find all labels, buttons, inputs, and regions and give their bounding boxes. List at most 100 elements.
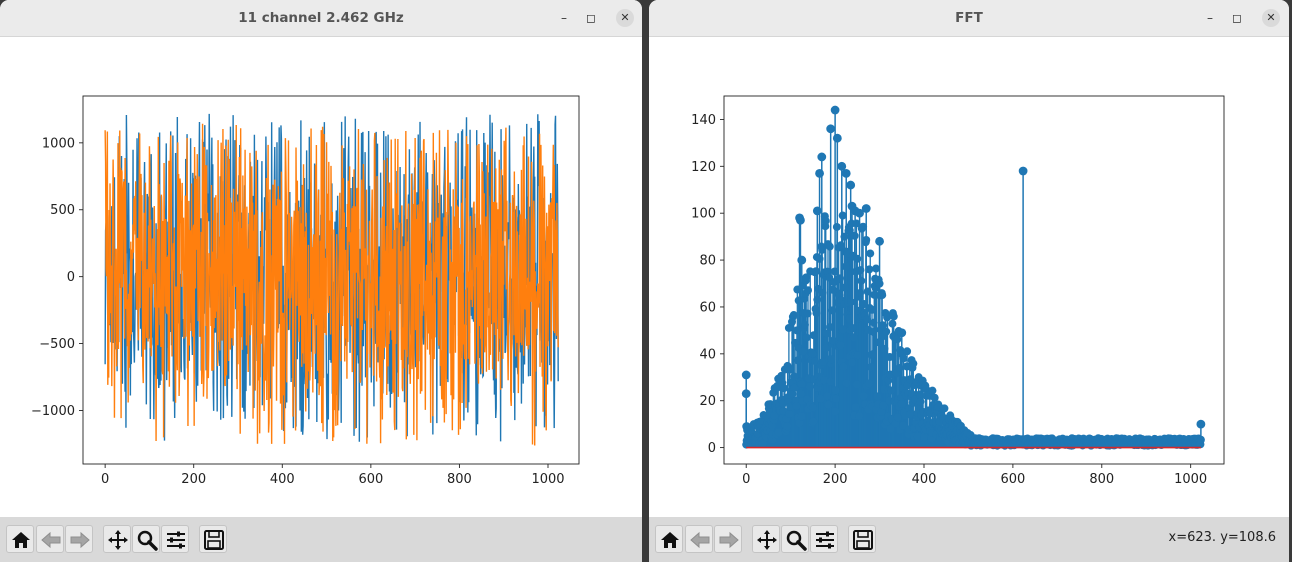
- stem-marker: [816, 394, 825, 403]
- peak-marker: [797, 255, 807, 265]
- pan-icon: [757, 530, 777, 550]
- forward-arrow-button[interactable]: [714, 525, 742, 553]
- stem-marker: [859, 392, 868, 401]
- stem-marker: [852, 380, 861, 389]
- stem-marker: [800, 320, 809, 329]
- stem-marker: [812, 309, 821, 318]
- stem-marker: [899, 354, 908, 363]
- stem-marker: [880, 344, 889, 353]
- time-signal-chart[interactable]: 0 200 400 600 800 1000 −1000 −500 0 500 1000: [0, 37, 642, 517]
- stem-marker: [790, 372, 799, 381]
- stem-marker: [813, 295, 822, 304]
- stem-marker: [799, 347, 808, 356]
- fft-stem-chart[interactable]: 0 200 400 600 800 1000 0 20 40 60 80 100 120 140: [649, 37, 1289, 517]
- stem-marker: [899, 421, 908, 430]
- y-tick-label: 80: [699, 254, 716, 269]
- stem-marker: [802, 273, 811, 282]
- back-arrow-button[interactable]: [685, 525, 713, 553]
- stem-marker: [928, 386, 937, 395]
- stem-marker: [826, 377, 835, 386]
- peak-marker: [796, 215, 805, 225]
- stem-marker: [878, 291, 887, 300]
- stem-marker: [777, 371, 786, 380]
- zoom-button[interactable]: [781, 525, 809, 553]
- stem-marker: [873, 392, 882, 401]
- save-icon: [853, 530, 873, 550]
- peak-marker: [841, 168, 851, 178]
- y-tick-label: 120: [691, 160, 716, 175]
- stem-marker: [823, 392, 832, 401]
- back-arrow-button[interactable]: [36, 525, 64, 553]
- stem-marker: [818, 288, 827, 297]
- close-button[interactable]: ✕: [616, 9, 634, 27]
- stem-marker: [863, 315, 872, 324]
- stem-marker: [804, 286, 812, 295]
- stem-marker: [785, 409, 794, 418]
- peak-marker: [812, 206, 822, 216]
- stem-marker: [922, 385, 931, 394]
- close-button[interactable]: ✕: [1262, 9, 1280, 27]
- time-signal-window: 11 channel 2.462 GHz – ◻ ✕ 0 200 400 600 800…: [0, 0, 642, 562]
- stem-marker: [830, 267, 839, 276]
- stem-marker: [862, 235, 871, 244]
- stem-marker: [836, 274, 844, 283]
- stem-lines: [745, 110, 1202, 448]
- peak-marker: [861, 204, 871, 213]
- stem-marker: [825, 242, 834, 251]
- stem-marker: [784, 323, 793, 332]
- peak-marker: [741, 370, 751, 380]
- stem-marker: [832, 394, 840, 403]
- stem-marker: [808, 403, 817, 412]
- configure-subplots-icon: [167, 531, 185, 549]
- stem-marker: [849, 333, 858, 342]
- stem-marker: [847, 298, 856, 307]
- pan-button[interactable]: [103, 525, 131, 553]
- x-tick-label: 0: [101, 472, 109, 487]
- stem-marker: [903, 381, 912, 390]
- stem-marker: [887, 386, 896, 395]
- forward-arrow-button[interactable]: [65, 525, 93, 553]
- stem-marker: [860, 299, 868, 308]
- stem-marker: [774, 428, 783, 437]
- minimize-button[interactable]: –: [561, 11, 567, 25]
- stem-marker: [885, 353, 894, 362]
- stem-marker: [797, 380, 806, 389]
- stem-marker: [783, 422, 792, 431]
- maximize-button[interactable]: ◻: [586, 11, 596, 25]
- pan-icon: [108, 530, 128, 550]
- stem-marker: [856, 266, 865, 275]
- stem-marker: [820, 376, 828, 385]
- configure-subplots-button[interactable]: [161, 525, 189, 553]
- peak-marker: [830, 105, 840, 115]
- stem-marker: [866, 249, 875, 258]
- stem-marker: [818, 245, 827, 254]
- stem-marker: [822, 344, 831, 352]
- maximize-button[interactable]: ◻: [1232, 11, 1242, 25]
- stem-marker: [808, 349, 817, 358]
- stem-marker: [893, 413, 902, 422]
- zoom-button[interactable]: [132, 525, 160, 553]
- stem-marker: [809, 331, 818, 340]
- save-button[interactable]: [848, 525, 876, 553]
- peak-marker: [817, 152, 827, 162]
- save-button[interactable]: [199, 525, 227, 553]
- zoom-icon: [137, 530, 158, 551]
- home-button[interactable]: [655, 525, 683, 553]
- home-button[interactable]: [6, 525, 34, 553]
- stem-marker: [815, 254, 824, 263]
- stem-marker: [803, 309, 812, 318]
- stem-marker: [848, 324, 857, 333]
- peak-marker: [815, 168, 824, 178]
- back-arrow-icon: [41, 531, 61, 549]
- stem-marker: [853, 254, 862, 263]
- stem-marker: [803, 395, 812, 404]
- pan-button[interactable]: [752, 525, 780, 553]
- configure-subplots-button[interactable]: [810, 525, 838, 553]
- window-title: FFT: [955, 10, 983, 26]
- stem-marker: [920, 432, 928, 441]
- stem-marker: [824, 400, 833, 409]
- stem-marker: [869, 318, 878, 327]
- minimize-button[interactable]: –: [1207, 11, 1213, 25]
- stem-marker: [840, 283, 849, 292]
- stem-marker: [827, 355, 836, 364]
